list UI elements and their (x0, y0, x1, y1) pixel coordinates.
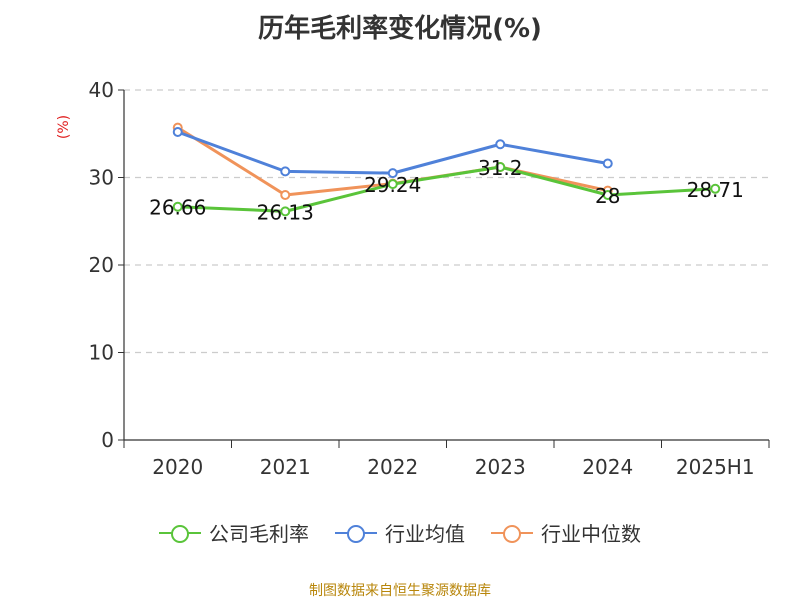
y-tick-label: 20 (89, 253, 114, 277)
y-tick-label: 10 (89, 341, 114, 365)
y-axis-label: (%) (56, 115, 72, 139)
x-tick-label: 2020 (152, 455, 203, 479)
legend-marker-icon (159, 523, 201, 543)
data-label: 26.13 (257, 200, 314, 224)
data-label: 28.71 (687, 178, 744, 202)
data-point (710, 183, 721, 194)
data-point (495, 162, 506, 172)
legend-item[interactable]: 公司毛利率 (159, 518, 309, 547)
data-label: 29.24 (364, 173, 421, 197)
data-point (602, 190, 613, 200)
legend-marker-icon (335, 523, 377, 543)
data-label: 31.2 (478, 156, 523, 180)
legend-label: 公司毛利率 (209, 522, 309, 546)
data-label: 28 (595, 184, 620, 208)
data-point (602, 158, 613, 169)
legend-item[interactable]: 行业均值 (335, 518, 465, 547)
data-labels: 26.66 26.13 29.24 31.2 28 28.71 (149, 156, 744, 224)
legend-label: 行业中位数 (541, 522, 641, 546)
data-point (280, 166, 291, 177)
data-point (280, 190, 291, 200)
data-point (387, 168, 398, 179)
legend: 公司毛利率 行业均值 行业中位数 (0, 518, 800, 547)
x-tick-label: 2021 (260, 455, 311, 479)
data-point (172, 127, 183, 137)
x-tick-label: 2025H1 (676, 455, 755, 479)
y-tick-label: 30 (89, 166, 114, 190)
series-lines (172, 122, 721, 217)
gridlines (124, 89, 769, 354)
data-point (280, 206, 291, 217)
legend-label: 行业均值 (385, 522, 465, 546)
source-note: 制图数据来自恒生聚源数据库 (309, 583, 491, 599)
data-label: 26.66 (149, 196, 206, 220)
chart-title: 历年毛利率变化情况(%) (258, 14, 542, 44)
axes: 0 10 20 30 40 2020 2021 2022 2023 2024 2025H1 (89, 78, 770, 479)
x-tick-label: 2024 (582, 455, 633, 479)
data-point (172, 201, 183, 212)
legend-item[interactable]: 行业中位数 (491, 518, 641, 547)
series-line (177, 165, 716, 213)
data-point (495, 139, 506, 150)
legend-marker-icon (491, 523, 533, 543)
y-tick-label: 0 (101, 428, 114, 452)
x-tick-label: 2023 (475, 455, 526, 479)
x-tick-label: 2022 (367, 455, 418, 479)
y-tick-label: 40 (89, 78, 114, 102)
data-point (387, 179, 398, 190)
